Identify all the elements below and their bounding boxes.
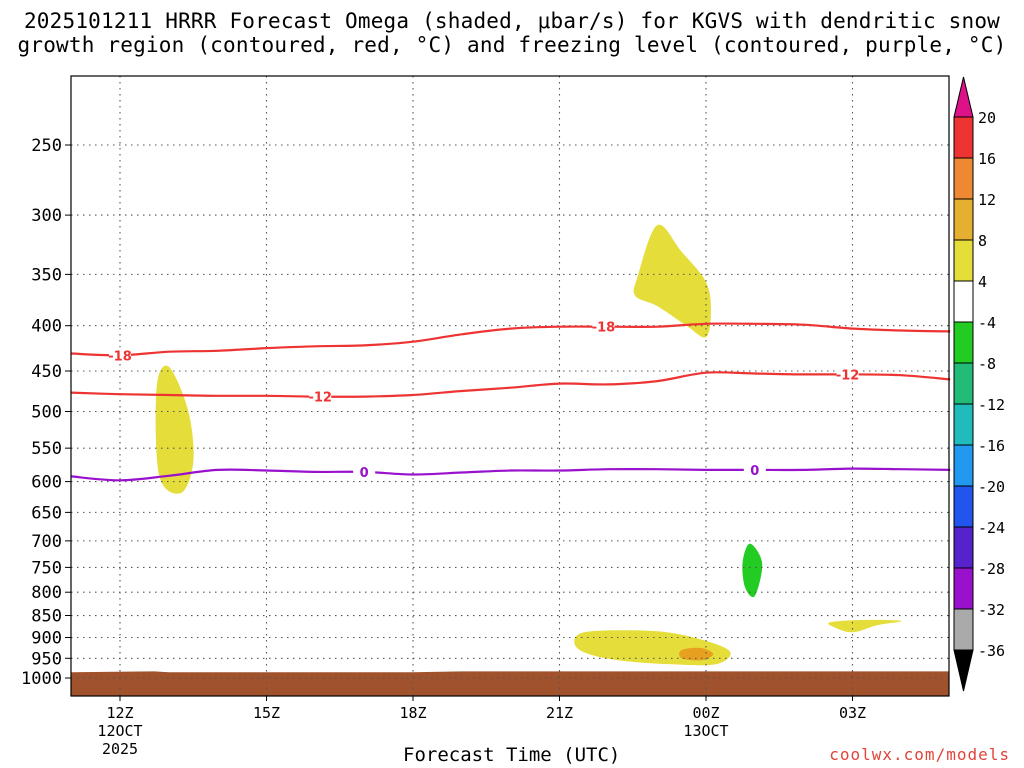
contour-label-bg	[109, 347, 131, 364]
colorbar-label: 12	[978, 191, 996, 209]
credit-link[interactable]: coolwx.com/models	[829, 745, 1010, 764]
colorbar-label: 4	[978, 273, 987, 291]
colorbar-swatch	[953, 567, 974, 610]
colorbar-under-arrow	[953, 649, 974, 692]
contour-label: -12	[308, 391, 332, 406]
omega-shading	[155, 224, 902, 666]
y-axis: 2503003504004505005506006507007508008509…	[21, 136, 71, 689]
colorbar-label: -8	[978, 355, 996, 373]
omega-region-4	[679, 647, 714, 661]
terrain	[71, 671, 949, 696]
colorbar-swatch	[953, 280, 974, 323]
grid	[71, 76, 949, 696]
contour-label-bg	[353, 463, 376, 480]
colorbar-label: -12	[978, 396, 1005, 414]
omega-region-1	[633, 224, 711, 338]
y-tick-label: 750	[31, 558, 62, 578]
y-tick-label: 950	[31, 649, 62, 669]
colorbar-label: -28	[978, 560, 1005, 578]
colorbar-over-arrow	[953, 76, 974, 118]
x-tick-label: 00Z	[692, 704, 719, 722]
y-tick-label: 900	[31, 628, 62, 648]
x-tick-label: 15Z	[253, 704, 280, 722]
y-tick-label: 450	[31, 362, 62, 382]
y-tick-label: 1000	[21, 669, 62, 689]
x-year-label: 2025	[102, 740, 138, 758]
x-tick-label: 03Z	[839, 704, 866, 722]
colorbar-label: -24	[978, 519, 1005, 537]
contour-label: 0	[750, 464, 759, 479]
colorbar-swatch	[953, 239, 974, 282]
contour-0	[71, 467, 951, 482]
x-date-label: 13OCT	[683, 722, 728, 740]
colorbar-swatch	[953, 444, 974, 487]
omega-region-0	[155, 365, 194, 494]
colorbar-label: 16	[978, 150, 996, 168]
terrain-fill	[71, 671, 949, 696]
y-tick-label: 400	[31, 317, 62, 337]
x-axis-title: Forecast Time (UTC)	[403, 744, 621, 766]
y-tick-label: 550	[31, 439, 62, 459]
colorbar-label: -20	[978, 478, 1005, 496]
contour-label: -18	[592, 321, 616, 336]
y-tick-label: 350	[31, 265, 62, 285]
colorbar-swatch	[953, 198, 974, 241]
colorbar-swatch	[953, 116, 974, 159]
contours: -18 -18 -12 -12 0 0	[71, 318, 951, 482]
colorbar-swatch	[953, 526, 974, 569]
contour--18	[71, 322, 951, 357]
contour-label-bg	[836, 366, 859, 383]
colorbar-label: 20	[978, 109, 996, 127]
omega-region-5	[828, 619, 902, 633]
contour-label: 0	[360, 466, 369, 481]
y-tick-label: 300	[31, 206, 62, 226]
y-tick-label: 650	[31, 503, 62, 523]
y-tick-label: 500	[31, 403, 62, 423]
colorbar-swatch	[953, 403, 974, 446]
contour-label-bg	[309, 388, 332, 405]
y-tick-label: 700	[31, 532, 62, 552]
omega-region-2	[742, 543, 763, 598]
colorbar-swatch	[953, 608, 974, 651]
x-date-label: 12OCT	[97, 722, 142, 740]
chart-title-line2: growth region (contoured, red, °C) and f…	[17, 33, 1007, 57]
x-tick-label: 21Z	[546, 704, 573, 722]
contour--12	[71, 371, 951, 398]
y-tick-label: 800	[31, 583, 62, 603]
x-tick-label: 12Z	[106, 704, 133, 722]
colorbar-label: -36	[978, 642, 1005, 660]
chart-title-line1: 2025101211 HRRR Forecast Omega (shaded, …	[23, 9, 1001, 33]
contour-label: -18	[108, 349, 132, 364]
x-tick-label: 18Z	[399, 704, 426, 722]
plot-frame	[70, 75, 950, 697]
y-tick-label: 250	[31, 136, 62, 156]
colorbar-label: -16	[978, 437, 1005, 455]
colorbar-label: 8	[978, 232, 987, 250]
contour-label-bg	[592, 318, 615, 335]
colorbar: 20 16 12 8 4 -4 -8 -12 -16 -20 -24 -28 -32 -36	[953, 76, 1005, 692]
colorbar-swatch	[953, 321, 974, 364]
colorbar-swatch	[953, 485, 974, 528]
contour-label: -12	[836, 368, 860, 383]
colorbar-label: -32	[978, 601, 1005, 619]
colorbar-swatch	[953, 362, 974, 405]
y-tick-label: 600	[31, 473, 62, 493]
y-tick-label: 850	[31, 607, 62, 627]
contour-label-bg	[743, 461, 766, 478]
omega-region-3	[574, 630, 731, 666]
colorbar-label: -4	[978, 314, 996, 332]
colorbar-swatch	[953, 157, 974, 200]
